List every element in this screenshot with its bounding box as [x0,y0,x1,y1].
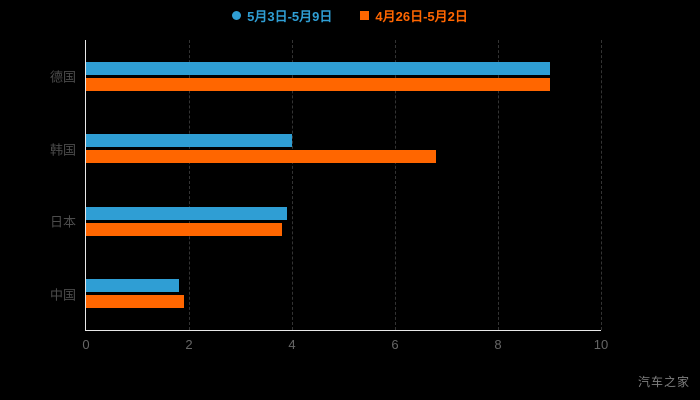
bar-series1-3 [86,206,287,220]
gridline-x-10 [601,40,602,330]
bar-series2-2 [86,150,437,164]
gridline-x-2 [189,40,190,330]
watermark: 汽车之家 [637,375,690,389]
x-tick-label-8: 8 [494,337,502,352]
x-tick-label-4: 4 [288,337,296,352]
x-tick-label-2: 2 [185,337,193,352]
gridline-x-6 [395,40,396,330]
category-label-1: 德国 [49,69,76,85]
bar-series1-4 [86,279,179,293]
category-band-1: 德国 [50,40,601,113]
category-band-2: 韩国 [50,113,601,186]
bar-series2-3 [86,222,282,236]
legend-series2-marker-icon [360,11,370,20]
chart-legend: 5月3日-5月9日 4月26日-5月2日 [0,6,700,25]
category-band-3: 日本 [50,185,601,258]
bar-series2-1 [86,77,550,91]
legend-series2-label: 4月26日-5月2日 [375,9,468,24]
legend-item-series2[interactable]: 4月26日-5月2日 [360,6,468,25]
x-tick-label-6: 6 [391,337,399,352]
bar-series1-2 [86,134,292,148]
category-label-3: 日本 [49,214,76,230]
legend-series1-marker-icon [232,11,242,20]
legend-series1-label: 5月3日-5月9日 [247,9,333,24]
x-tick-label-10: 10 [593,337,609,352]
x-tick-label-0: 0 [82,337,90,352]
gridline-x-8 [498,40,499,330]
bar-series2-4 [86,295,184,309]
legend-item-series1[interactable]: 5月3日-5月9日 [232,6,332,25]
category-label-2: 韩国 [49,142,76,158]
category-band-4: 中国 [50,258,601,331]
category-label-4: 中国 [49,287,76,303]
gridline-x-4 [292,40,293,330]
plot-area: 0 2 4 6 8 10 德国韩国日本中国 [50,40,608,352]
bar-series1-1 [86,61,550,75]
